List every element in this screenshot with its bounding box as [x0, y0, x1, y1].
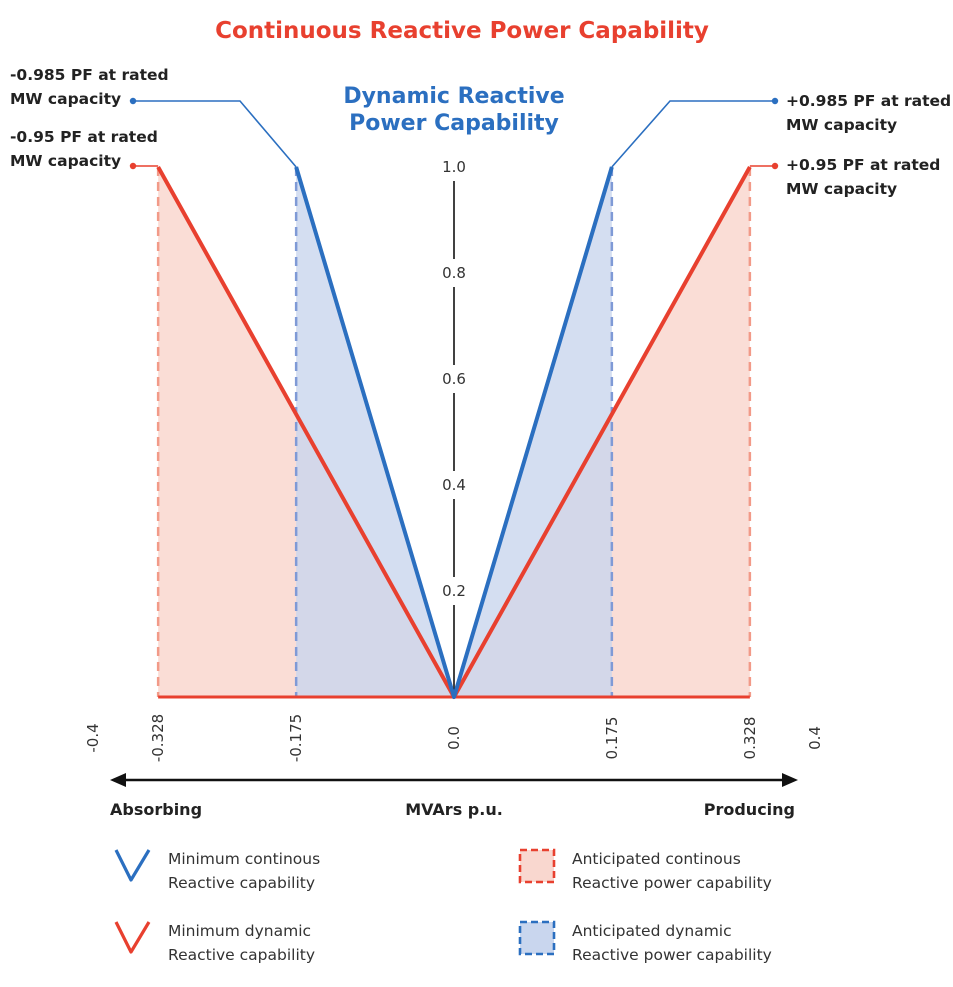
subtitle-line: Power Capability [349, 111, 559, 136]
annotation-right-blue-line: MW capacity [786, 116, 897, 134]
annotation-left-red-dot [129, 162, 137, 170]
region-dynamic [296, 167, 612, 697]
y-tick-label: 1.0 [442, 158, 466, 176]
x-tick-label: -0.175 [287, 714, 305, 762]
legend-box-icon [518, 920, 556, 956]
legend-label-line: Anticipated continous [572, 850, 741, 868]
series-line-continuous [294, 166, 614, 699]
x-axis-left-label: Absorbing [110, 800, 202, 819]
legend-item: Minimum dynamic Reactive capability [114, 921, 315, 964]
legend-label-line: Reactive power capability [572, 946, 772, 964]
chart-title: Continuous Reactive Power Capability [215, 18, 709, 44]
annotation-left-blue-dot [129, 97, 137, 105]
callout-annotations: -0.985 PF at rated MW capacity-0.95 PF at… [10, 66, 951, 198]
annotation-right-red-line: MW capacity [786, 180, 897, 198]
y-tick-label: 0.4 [442, 476, 466, 494]
legend-box-icon [518, 848, 556, 884]
plot-area: 0.2 0.4 0.6 0.8 1.0 [156, 158, 752, 699]
legend-item: Anticipated dynamic Reactive power capabi… [518, 920, 772, 964]
annotation-left-blue: -0.985 PF at rated MW capacity [10, 66, 169, 108]
x-axis-arrow-left [110, 773, 126, 787]
legend-item: Anticipated continous Reactive power capa… [518, 848, 772, 892]
legend-label-line: Reactive power capability [572, 874, 772, 892]
annotation-right-blue-dot [771, 97, 779, 105]
x-axis-arrow-right [782, 773, 798, 787]
legend-label-line: Reactive capability [168, 946, 315, 964]
legend-label: Minimum dynamic Reactive capability [168, 922, 315, 964]
x-tick-label: 0.328 [741, 717, 759, 760]
legend-label: Anticipated continous Reactive power capa… [572, 850, 772, 892]
annotation-left-red: -0.95 PF at rated MW capacity [10, 128, 158, 170]
annotation-right-blue: +0.985 PF at rated MW capacity [786, 92, 951, 134]
subtitle-line: Dynamic Reactive [343, 84, 564, 109]
annotation-right-red: +0.95 PF at rated MW capacity [786, 156, 940, 198]
legend-label-line: Anticipated dynamic [572, 922, 732, 940]
legend-label: Minimum continous Reactive capability [168, 850, 320, 892]
legend-item: Minimum continous Reactive capability [114, 849, 320, 892]
annotation-right-red-dot [771, 162, 779, 170]
annotation-left-red-line: -0.95 PF at rated [10, 128, 158, 146]
x-axis: -0.4 -0.328 -0.175 0.0 0.175 0.328 0.4 Absorbin… [84, 714, 824, 819]
legend-v-icon [114, 849, 151, 882]
legend-label-line: Minimum dynamic [168, 922, 311, 940]
x-tick-label: -0.4 [84, 723, 102, 752]
annotation-right-blue-line: +0.985 PF at rated [786, 92, 951, 110]
x-tick-label: 0.4 [806, 726, 824, 750]
y-axis: 0.2 0.4 0.6 0.8 1.0 [442, 158, 466, 697]
legend-label-line: Reactive capability [168, 874, 315, 892]
x-tick-label: -0.328 [149, 714, 167, 762]
x-axis-label: MVArs p.u. [405, 800, 503, 819]
x-tick-label: 0.175 [603, 717, 621, 760]
annotation-left-blue-line: MW capacity [10, 90, 121, 108]
x-tick-label: 0.0 [445, 726, 463, 750]
legend-label: Anticipated dynamic Reactive power capabi… [572, 922, 772, 964]
annotation-left-blue-line: -0.985 PF at rated [10, 66, 169, 84]
annotation-left-blue-leader [133, 100, 297, 168]
legend-label-line: Minimum continous [168, 850, 320, 868]
y-tick-label: 0.2 [442, 582, 466, 600]
y-tick-label: 0.8 [442, 264, 466, 282]
annotation-right-blue-leader [611, 100, 775, 168]
x-axis-right-label: Producing [704, 800, 795, 819]
annotation-left-red-line: MW capacity [10, 152, 121, 170]
annotation-right-red-line: +0.95 PF at rated [786, 156, 940, 174]
chart-subtitle: Dynamic Reactive Power Capability [343, 84, 564, 136]
legend-v-icon [114, 921, 151, 954]
y-tick-label: 0.6 [442, 370, 466, 388]
legend: Minimum continous Reactive capability Anti… [114, 848, 772, 964]
